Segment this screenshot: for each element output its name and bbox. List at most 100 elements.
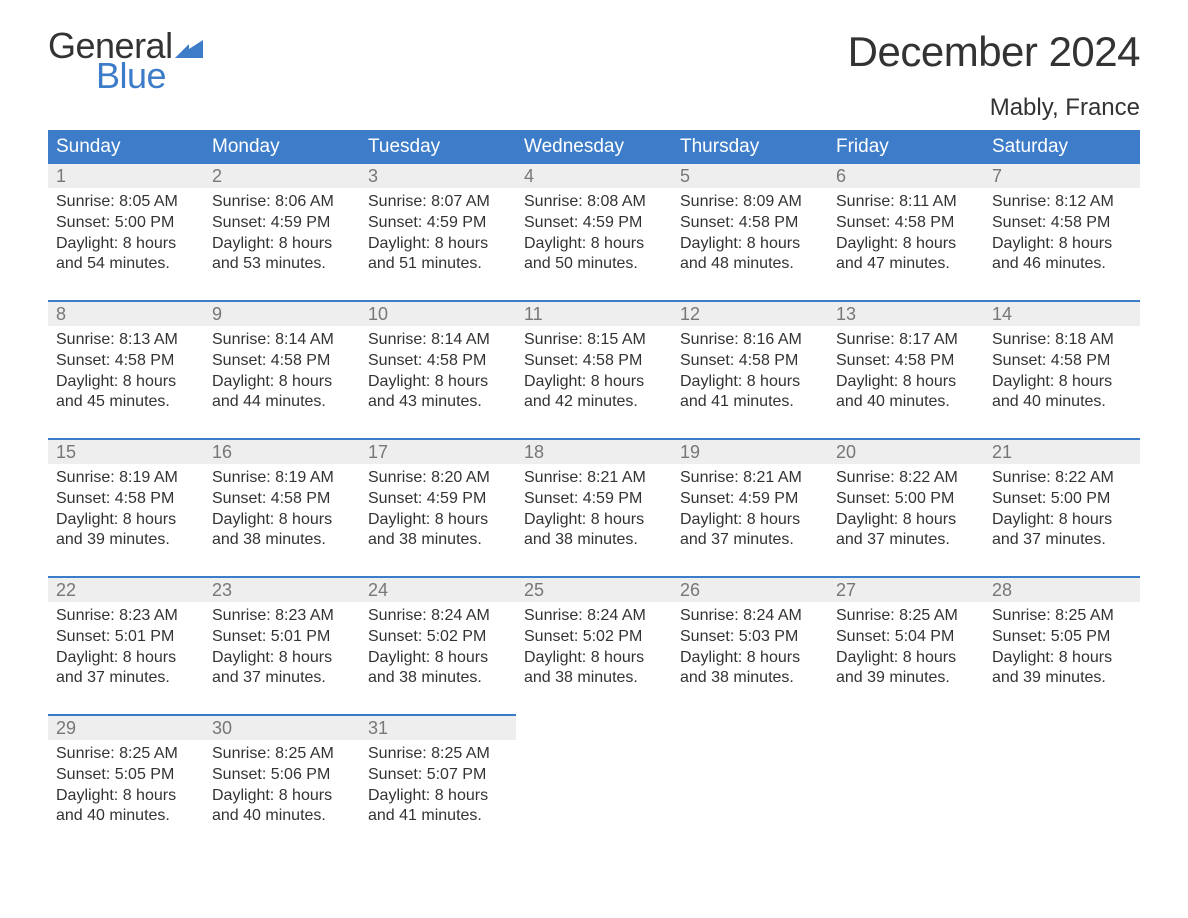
day-number: 17 [360,438,516,464]
sunrise-line: Sunrise: 8:25 AM [212,744,352,765]
day-cell: Sunrise: 8:15 AMSunset: 4:58 PMDaylight:… [516,326,672,418]
daylight-line-2: and 53 minutes. [212,254,352,275]
day-cell: Sunrise: 8:24 AMSunset: 5:02 PMDaylight:… [516,602,672,694]
daylight-line-1: Daylight: 8 hours [212,234,352,255]
daylight-line-1: Daylight: 8 hours [524,510,664,531]
day-cell: Sunrise: 8:13 AMSunset: 4:58 PMDaylight:… [48,326,204,418]
daylight-line-1: Daylight: 8 hours [992,372,1132,393]
daylight-line-1: Daylight: 8 hours [992,510,1132,531]
day-number: 16 [204,438,360,464]
sunset-line: Sunset: 5:06 PM [212,765,352,786]
day-number: 28 [984,576,1140,602]
sunset-line: Sunset: 5:01 PM [56,627,196,648]
sunset-line: Sunset: 4:58 PM [992,351,1132,372]
empty-cell [516,714,672,740]
sunrise-line: Sunrise: 8:12 AM [992,192,1132,213]
daylight-line-1: Daylight: 8 hours [524,234,664,255]
sunrise-line: Sunrise: 8:19 AM [56,468,196,489]
day-cell: Sunrise: 8:25 AMSunset: 5:05 PMDaylight:… [984,602,1140,694]
day-number: 12 [672,300,828,326]
daylight-line-2: and 38 minutes. [212,530,352,551]
weekday-header: Monday [204,130,360,164]
sunset-line: Sunset: 4:59 PM [680,489,820,510]
sunset-line: Sunset: 5:02 PM [524,627,664,648]
daylight-line-2: and 38 minutes. [368,668,508,689]
daylight-line-2: and 54 minutes. [56,254,196,275]
day-cell: Sunrise: 8:21 AMSunset: 4:59 PMDaylight:… [672,464,828,556]
daylight-line-2: and 50 minutes. [524,254,664,275]
sunset-line: Sunset: 5:03 PM [680,627,820,648]
day-cell: Sunrise: 8:18 AMSunset: 4:58 PMDaylight:… [984,326,1140,418]
day-number: 8 [48,300,204,326]
daylight-line-2: and 42 minutes. [524,392,664,413]
sunrise-line: Sunrise: 8:23 AM [56,606,196,627]
day-content-row: Sunrise: 8:05 AMSunset: 5:00 PMDaylight:… [48,188,1140,280]
day-cell: Sunrise: 8:19 AMSunset: 4:58 PMDaylight:… [48,464,204,556]
sunrise-line: Sunrise: 8:24 AM [680,606,820,627]
sunrise-line: Sunrise: 8:18 AM [992,330,1132,351]
day-number: 18 [516,438,672,464]
daylight-line-1: Daylight: 8 hours [524,372,664,393]
day-cell: Sunrise: 8:22 AMSunset: 5:00 PMDaylight:… [828,464,984,556]
empty-cell [672,740,828,832]
sunrise-line: Sunrise: 8:20 AM [368,468,508,489]
day-content-row: Sunrise: 8:13 AMSunset: 4:58 PMDaylight:… [48,326,1140,418]
daylight-line-1: Daylight: 8 hours [56,648,196,669]
weekday-header: Tuesday [360,130,516,164]
daylight-line-2: and 37 minutes. [56,668,196,689]
sunset-line: Sunset: 5:00 PM [992,489,1132,510]
day-number: 11 [516,300,672,326]
day-number: 20 [828,438,984,464]
day-number: 31 [360,714,516,740]
sunrise-line: Sunrise: 8:22 AM [836,468,976,489]
daylight-line-2: and 44 minutes. [212,392,352,413]
day-cell: Sunrise: 8:12 AMSunset: 4:58 PMDaylight:… [984,188,1140,280]
empty-cell [828,714,984,740]
daylight-line-2: and 45 minutes. [56,392,196,413]
day-number: 10 [360,300,516,326]
day-cell: Sunrise: 8:14 AMSunset: 4:58 PMDaylight:… [204,326,360,418]
week-separator [48,694,1140,714]
day-number: 19 [672,438,828,464]
sunset-line: Sunset: 4:58 PM [680,351,820,372]
daylight-line-2: and 40 minutes. [992,392,1132,413]
sunrise-line: Sunrise: 8:25 AM [836,606,976,627]
daylight-line-2: and 38 minutes. [524,530,664,551]
sunrise-line: Sunrise: 8:14 AM [368,330,508,351]
sunset-line: Sunset: 5:01 PM [212,627,352,648]
day-number-row: 15161718192021 [48,438,1140,464]
sunset-line: Sunset: 4:58 PM [212,489,352,510]
daylight-line-1: Daylight: 8 hours [368,234,508,255]
day-number-row: 22232425262728 [48,576,1140,602]
sunset-line: Sunset: 4:59 PM [524,213,664,234]
daylight-line-1: Daylight: 8 hours [56,510,196,531]
daylight-line-2: and 39 minutes. [992,668,1132,689]
month-title: December 2024 [848,28,1140,76]
daylight-line-2: and 40 minutes. [56,806,196,827]
day-cell: Sunrise: 8:22 AMSunset: 5:00 PMDaylight:… [984,464,1140,556]
empty-cell [516,740,672,832]
daylight-line-1: Daylight: 8 hours [368,786,508,807]
empty-cell [984,714,1140,740]
week-separator [48,418,1140,438]
day-number: 13 [828,300,984,326]
day-cell: Sunrise: 8:25 AMSunset: 5:07 PMDaylight:… [360,740,516,832]
day-number: 30 [204,714,360,740]
daylight-line-1: Daylight: 8 hours [992,234,1132,255]
daylight-line-1: Daylight: 8 hours [680,648,820,669]
sunset-line: Sunset: 4:58 PM [212,351,352,372]
sunrise-line: Sunrise: 8:19 AM [212,468,352,489]
day-cell: Sunrise: 8:16 AMSunset: 4:58 PMDaylight:… [672,326,828,418]
day-number: 1 [48,164,204,188]
day-number: 23 [204,576,360,602]
sunrise-line: Sunrise: 8:17 AM [836,330,976,351]
day-cell: Sunrise: 8:25 AMSunset: 5:05 PMDaylight:… [48,740,204,832]
day-number: 4 [516,164,672,188]
day-number-row: 891011121314 [48,300,1140,326]
day-number: 25 [516,576,672,602]
daylight-line-1: Daylight: 8 hours [56,234,196,255]
daylight-line-2: and 48 minutes. [680,254,820,275]
day-number: 29 [48,714,204,740]
daylight-line-2: and 43 minutes. [368,392,508,413]
weekday-header: Thursday [672,130,828,164]
